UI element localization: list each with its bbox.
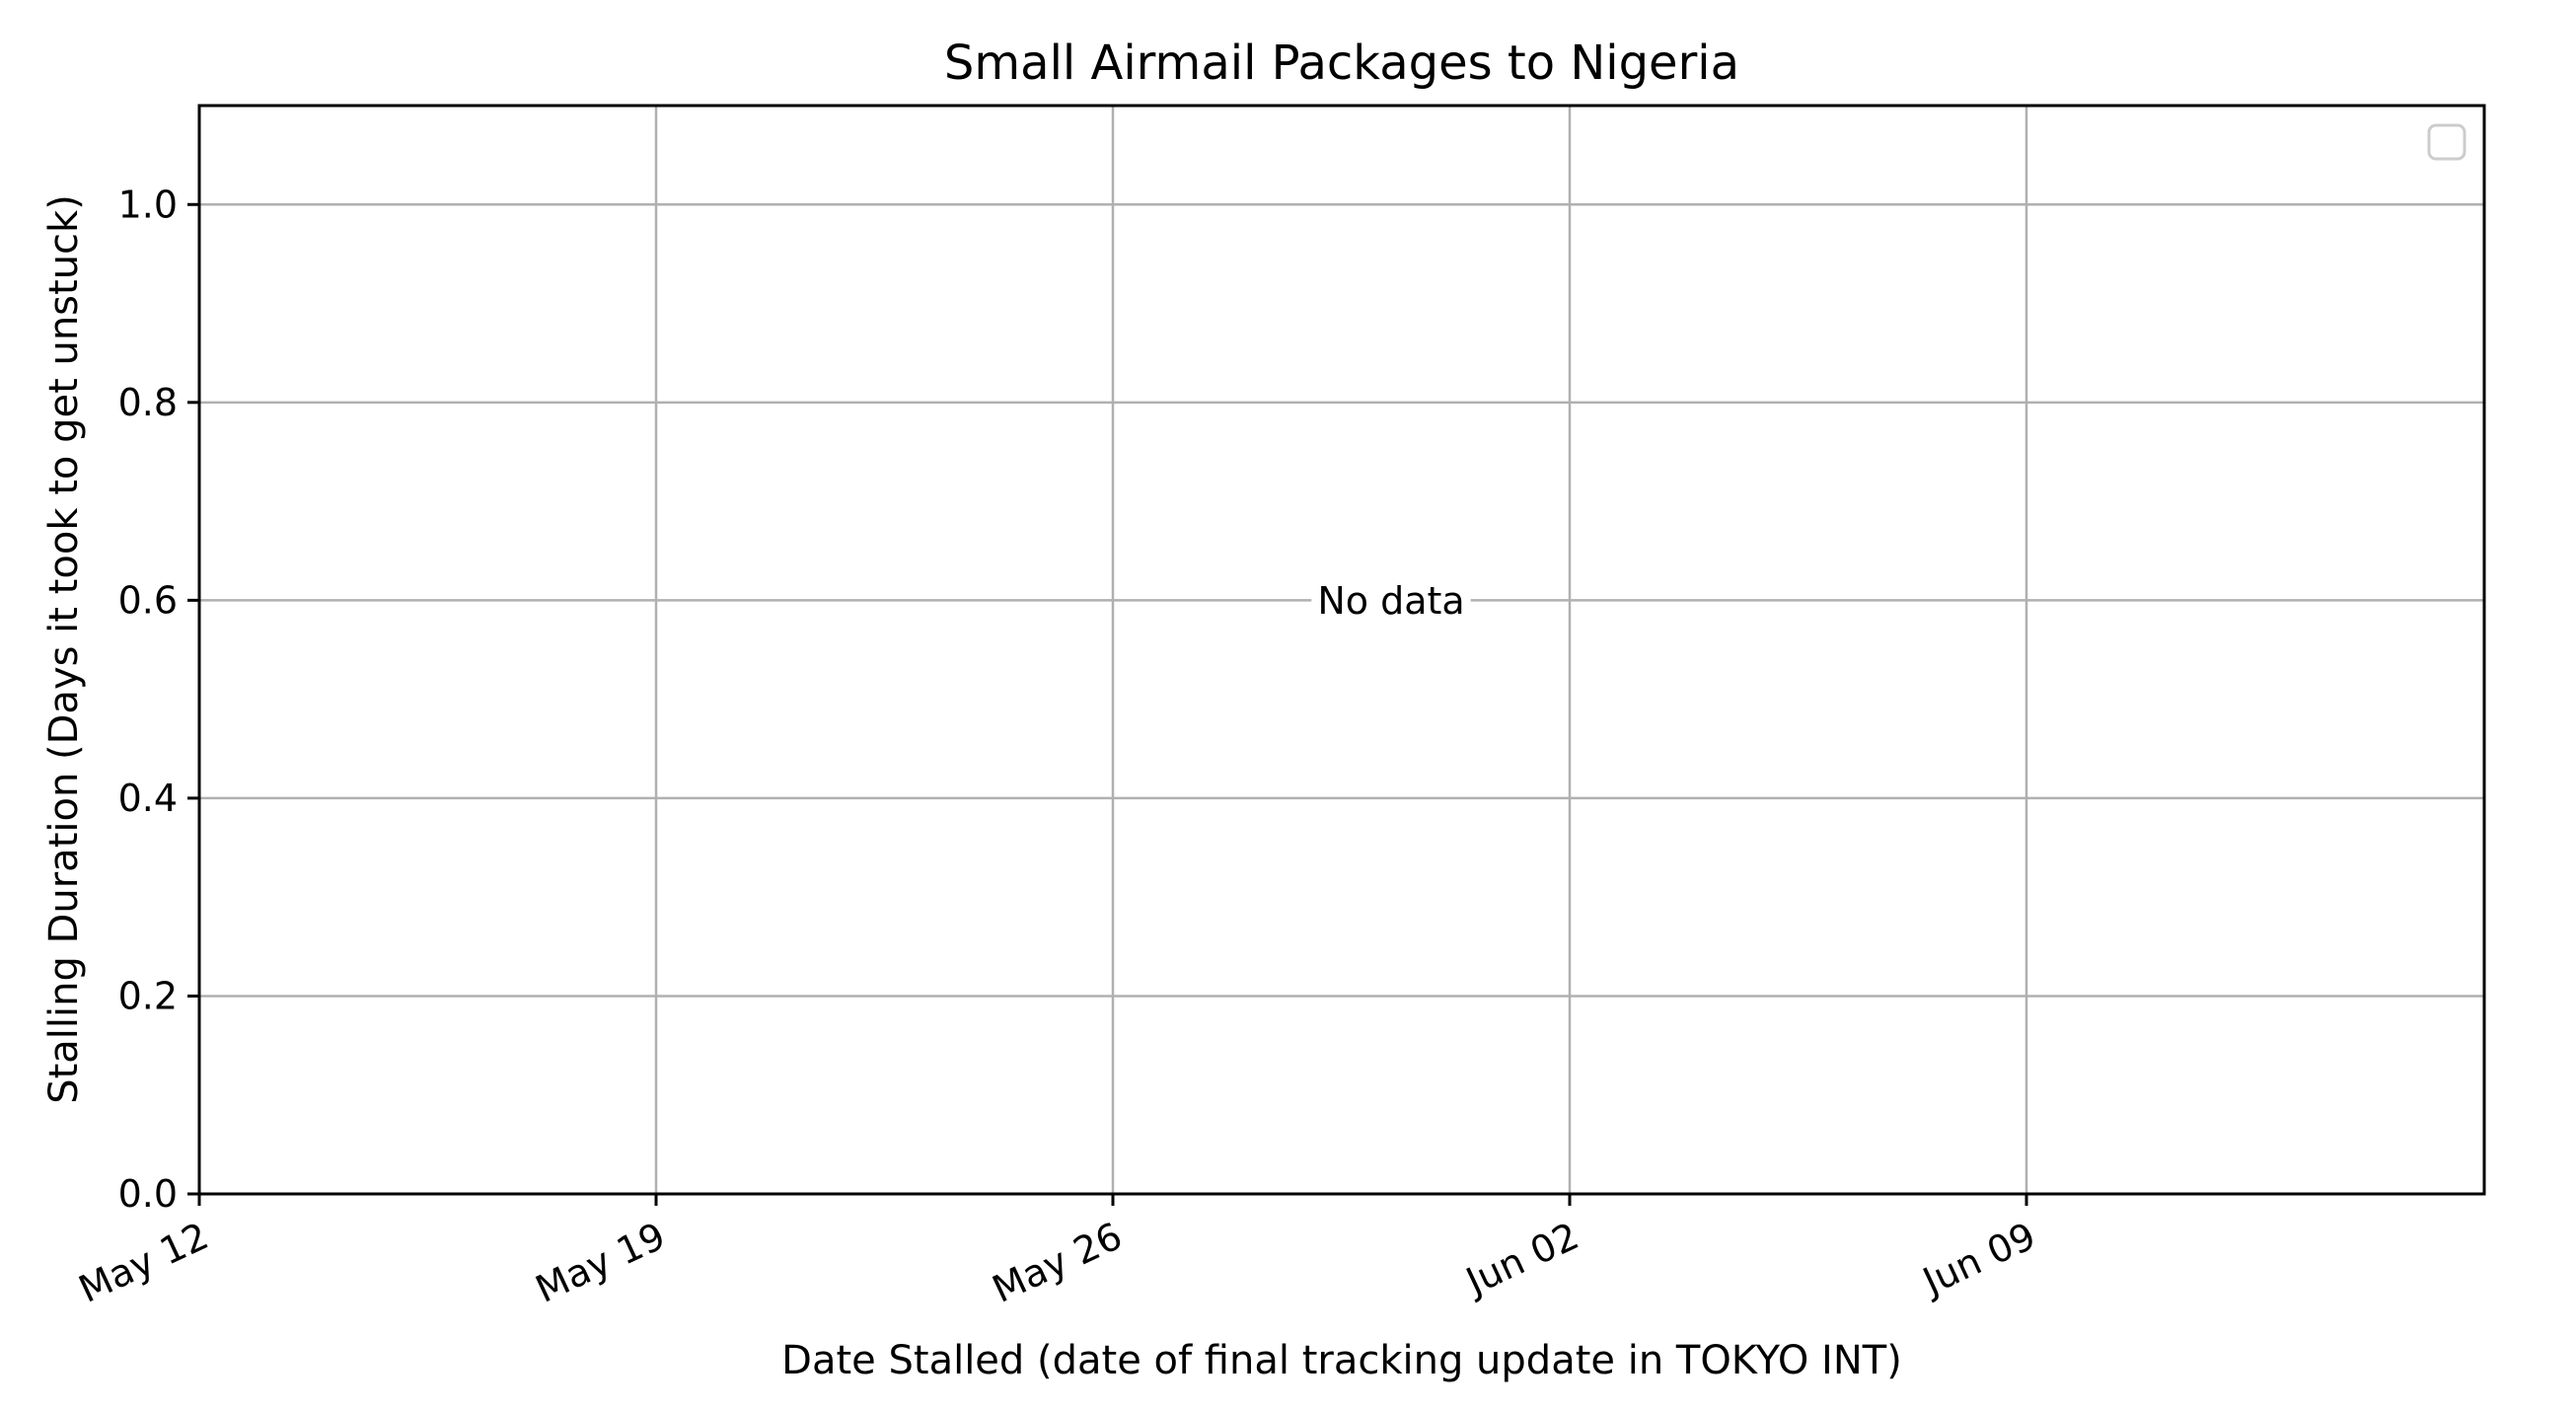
no-data-annotation: No data (1317, 579, 1464, 623)
no-data-background (1311, 577, 1471, 625)
grid (197, 106, 2484, 1194)
y-tick-label: 0.0 (118, 1172, 178, 1216)
legend-box (2427, 123, 2466, 161)
x-axis-label: Date Stalled (date of final tracking upd… (781, 1338, 1902, 1383)
chart-title: Small Airmail Packages to Nigeria (944, 36, 1739, 91)
y-tick-label: 0.8 (118, 381, 178, 424)
y-tick-label: 0.4 (118, 777, 178, 820)
y-tick-label: 1.0 (118, 183, 178, 226)
plot-area-frame (197, 104, 2486, 1196)
y-tick-label: 0.2 (118, 974, 178, 1017)
y-tick-label: 0.6 (118, 578, 178, 622)
y-axis-label: Stalling Duration (Days it took to get u… (41, 194, 87, 1104)
